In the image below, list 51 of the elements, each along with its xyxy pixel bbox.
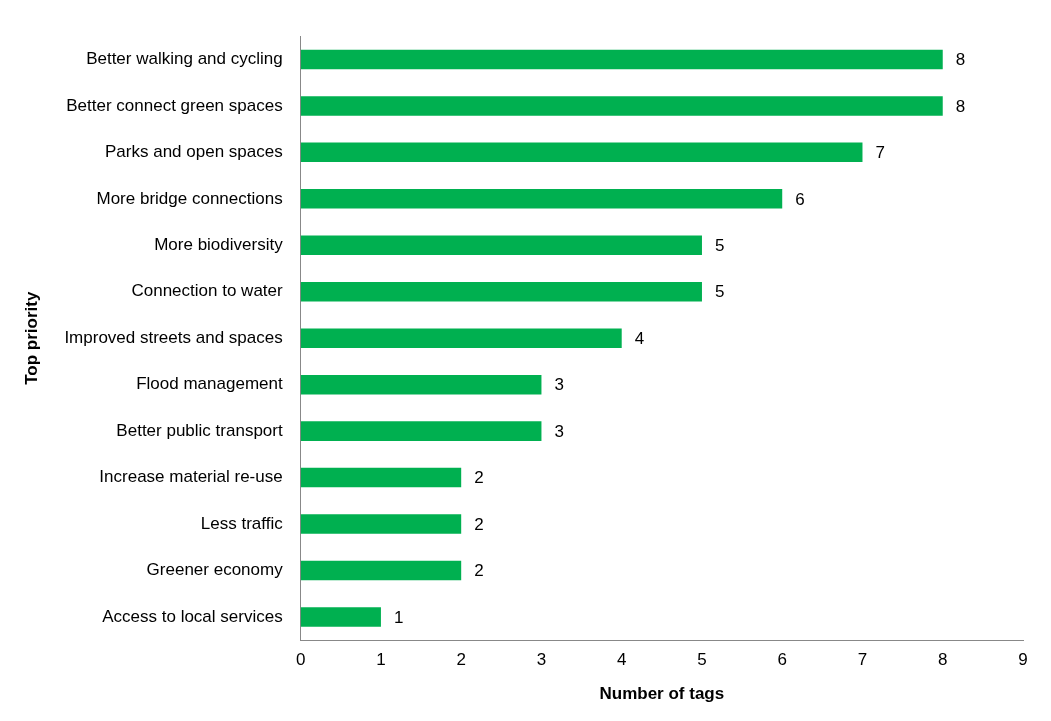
data-label: 6 bbox=[795, 189, 805, 209]
y-tick-label: Flood management bbox=[136, 374, 283, 394]
y-tick-label: Greener economy bbox=[146, 560, 284, 580]
x-tick-label: 9 bbox=[1018, 650, 1028, 670]
data-label: 3 bbox=[554, 421, 564, 441]
x-tick-label: 3 bbox=[536, 650, 547, 670]
bar bbox=[300, 514, 462, 534]
x-tick-label: 7 bbox=[857, 650, 868, 670]
bar bbox=[300, 235, 702, 256]
data-label: 4 bbox=[634, 328, 645, 348]
y-tick-label: Better connect green spaces bbox=[66, 95, 283, 115]
bar bbox=[300, 374, 542, 395]
bar bbox=[300, 560, 462, 581]
y-tick-label: Parks and open spaces bbox=[105, 142, 283, 162]
data-label: 2 bbox=[474, 468, 484, 488]
data-label: 8 bbox=[955, 50, 966, 70]
data-label: 3 bbox=[554, 375, 564, 395]
bar bbox=[300, 328, 622, 348]
bar bbox=[300, 49, 943, 70]
data-label: 2 bbox=[474, 561, 484, 581]
data-label: 2 bbox=[474, 514, 484, 534]
x-tick-label: 0 bbox=[295, 650, 306, 670]
bar bbox=[300, 281, 702, 302]
y-tick-label: Less traffic bbox=[200, 513, 284, 533]
y-tick-label: Access to local services bbox=[102, 606, 283, 626]
data-label: 5 bbox=[714, 282, 725, 302]
x-tick-label: 1 bbox=[376, 650, 386, 670]
bar bbox=[300, 467, 462, 488]
x-tick-label: 5 bbox=[697, 650, 707, 670]
bar bbox=[300, 421, 542, 441]
x-tick-label: 6 bbox=[777, 650, 787, 670]
y-tick-label: Better public transport bbox=[116, 420, 283, 440]
data-label: 1 bbox=[393, 607, 404, 627]
bar bbox=[300, 96, 943, 116]
bar bbox=[300, 189, 783, 209]
bar bbox=[300, 142, 863, 163]
y-tick-label: Improved streets and spaces bbox=[64, 327, 283, 347]
x-axis-title: Number of tags bbox=[599, 684, 725, 704]
data-label: 5 bbox=[714, 235, 725, 255]
x-tick-label: 2 bbox=[456, 650, 466, 670]
y-tick-label: More bridge connections bbox=[96, 188, 283, 208]
y-tick-label: Connection to water bbox=[131, 281, 284, 301]
y-tick-label: Increase material re-use bbox=[99, 467, 283, 487]
x-tick-label: 8 bbox=[938, 650, 948, 670]
y-tick-label: Better walking and cycling bbox=[86, 49, 283, 69]
bar bbox=[300, 607, 381, 627]
data-label: 8 bbox=[955, 96, 966, 116]
y-axis-title: Top priority bbox=[21, 291, 41, 385]
y-tick-label: More biodiversity bbox=[154, 234, 284, 254]
x-tick-label: 4 bbox=[616, 650, 627, 670]
data-label: 7 bbox=[875, 143, 885, 163]
